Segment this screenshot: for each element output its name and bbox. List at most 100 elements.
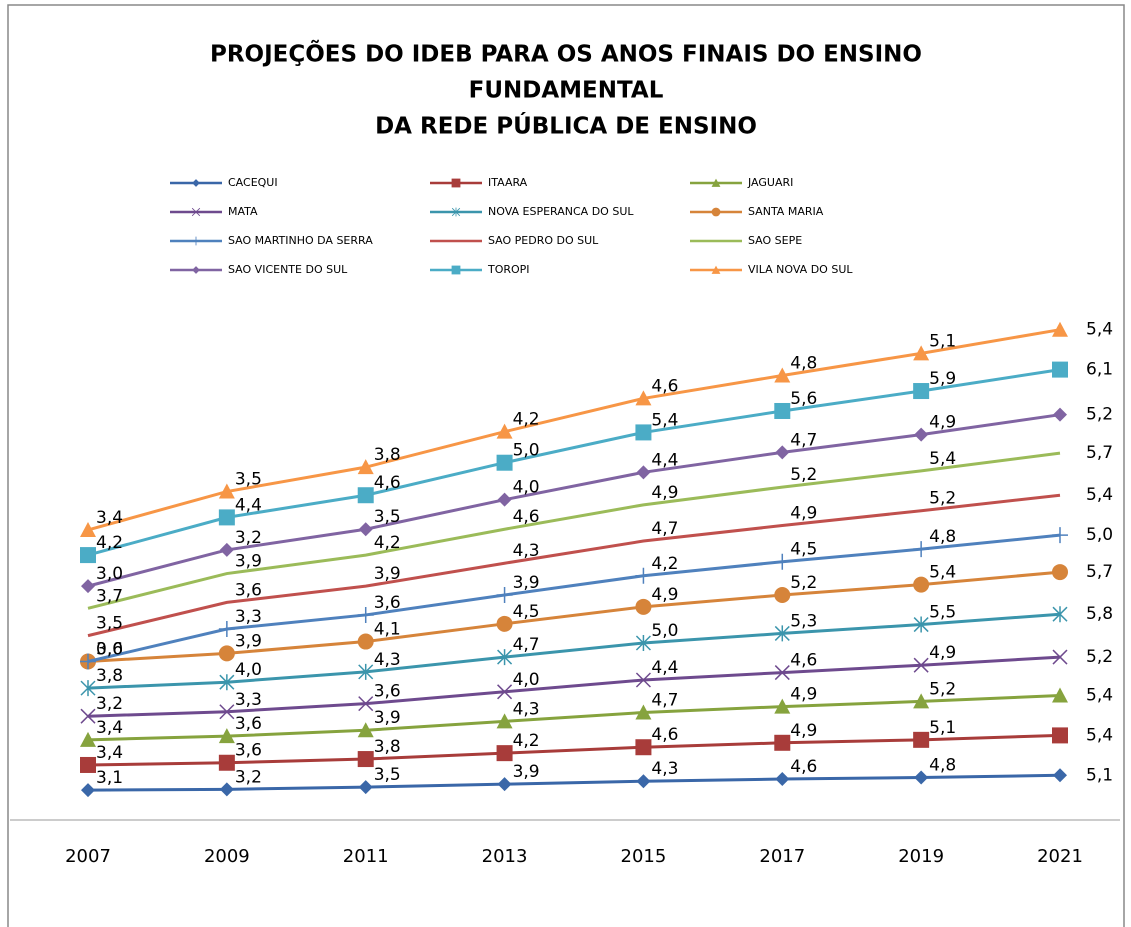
data-point (635, 739, 652, 756)
data-point (774, 734, 791, 751)
data-point (1053, 407, 1067, 422)
legend-label: VILA NOVA DO SUL (748, 263, 853, 276)
data-label: 5,4 (1086, 485, 1113, 505)
data-point (774, 367, 791, 383)
data-label: 3,9 (374, 564, 401, 584)
legend-marker (451, 207, 461, 217)
data-point (496, 586, 513, 603)
data-label: 4,2 (513, 410, 540, 430)
data-label: 5,2 (929, 489, 956, 509)
data-point (357, 459, 374, 475)
legend-label: ITAARA (488, 176, 528, 189)
data-label: 3,9 (235, 631, 262, 651)
data-label: 3,2 (235, 767, 262, 787)
data-label: 3,3 (235, 690, 262, 710)
data-label: 3,6 (374, 682, 401, 702)
data-label: 3,6 (235, 580, 262, 600)
data-point (775, 772, 790, 787)
data-label: 3,7 (96, 586, 123, 606)
data-label: 5,5 (929, 603, 956, 623)
data-point (1052, 564, 1068, 581)
legend-marker (711, 265, 721, 274)
data-point (218, 483, 235, 499)
legend-label: SAO VICENTE DO SUL (228, 263, 348, 276)
data-label: 4,5 (790, 540, 817, 560)
data-label: 4,1 (374, 620, 401, 640)
data-label: 5,1 (929, 718, 956, 738)
data-label: 4,7 (651, 690, 678, 710)
data-point (80, 547, 96, 564)
data-point (635, 704, 652, 720)
data-label: 5,4 (1086, 685, 1113, 705)
data-point (1052, 649, 1068, 665)
data-point (913, 541, 930, 558)
legend-label: JAGUARI (747, 176, 793, 189)
legend-label: SAO MARTINHO DA SERRA (228, 234, 373, 247)
data-label: 4,2 (651, 554, 678, 574)
data-point (914, 770, 929, 785)
data-label: 5,3 (790, 611, 817, 631)
series-line (87, 533, 1061, 663)
data-point (913, 383, 930, 400)
series-line (87, 694, 1061, 742)
data-label: 4,4 (651, 658, 678, 678)
data-point (1052, 606, 1068, 623)
data-label: 5,0 (1086, 525, 1113, 545)
data-label: 6,1 (1086, 360, 1113, 380)
data-label: 4,9 (651, 483, 678, 503)
data-label: 4,2 (513, 731, 540, 751)
data-point (496, 423, 513, 439)
data-label: 4,9 (929, 413, 956, 433)
data-label: 3,5 (374, 765, 401, 785)
legend-label: MATA (228, 205, 258, 218)
data-label: 3,6 (235, 741, 262, 761)
data-point (358, 663, 374, 680)
data-label: 3,2 (96, 694, 123, 714)
data-point (218, 645, 235, 662)
data-point (81, 783, 95, 798)
data-point (913, 693, 930, 709)
data-point (1052, 321, 1068, 337)
legend-label: CACEQUI (228, 176, 278, 189)
data-label: 4,6 (513, 507, 540, 527)
data-label: 5,4 (1086, 725, 1113, 745)
data-label: 3,5 (235, 470, 262, 490)
data-point (357, 633, 374, 650)
data-label: 5,2 (790, 465, 817, 485)
data-label: 3,9 (235, 552, 262, 572)
legend-label: NOVA ESPERANCA DO SUL (488, 205, 634, 218)
data-label: 3,2 (235, 528, 262, 548)
legend-label: TOROPI (487, 263, 530, 276)
data-label: 5,2 (929, 679, 956, 699)
data-point (635, 598, 652, 615)
data-point (913, 576, 930, 593)
data-label: 4,8 (929, 527, 956, 547)
data-label: 3,3 (235, 607, 262, 627)
data-label: 5,1 (1086, 765, 1113, 785)
data-label: 4,0 (235, 660, 262, 680)
data-point (358, 696, 374, 712)
series-line (87, 733, 1061, 767)
legend-marker (451, 265, 461, 275)
x-tick-label: 2007 (65, 846, 111, 867)
chart-title: PROJEÇÕES DO IDEB PARA OS ANOS FINAIS DO… (210, 40, 922, 68)
data-label: 5,8 (1086, 604, 1113, 624)
series-line (87, 612, 1061, 690)
data-point (497, 649, 513, 666)
legend-marker (192, 179, 200, 187)
data-label: 3,5 (96, 614, 123, 634)
data-label: 3,5 (374, 507, 401, 527)
legend-label: SANTA MARIA (748, 205, 824, 218)
data-label: 4,6 (651, 725, 678, 745)
x-tick-label: 2019 (898, 846, 944, 867)
data-label: 4,7 (513, 635, 540, 655)
data-point (635, 672, 651, 688)
data-label: 4,9 (790, 721, 817, 741)
data-point (635, 635, 651, 652)
data-label: 4,9 (790, 685, 817, 705)
data-point (218, 620, 235, 637)
data-label: 3,9 (374, 708, 401, 728)
data-point (219, 674, 235, 691)
data-label: 0,0 (96, 640, 123, 660)
